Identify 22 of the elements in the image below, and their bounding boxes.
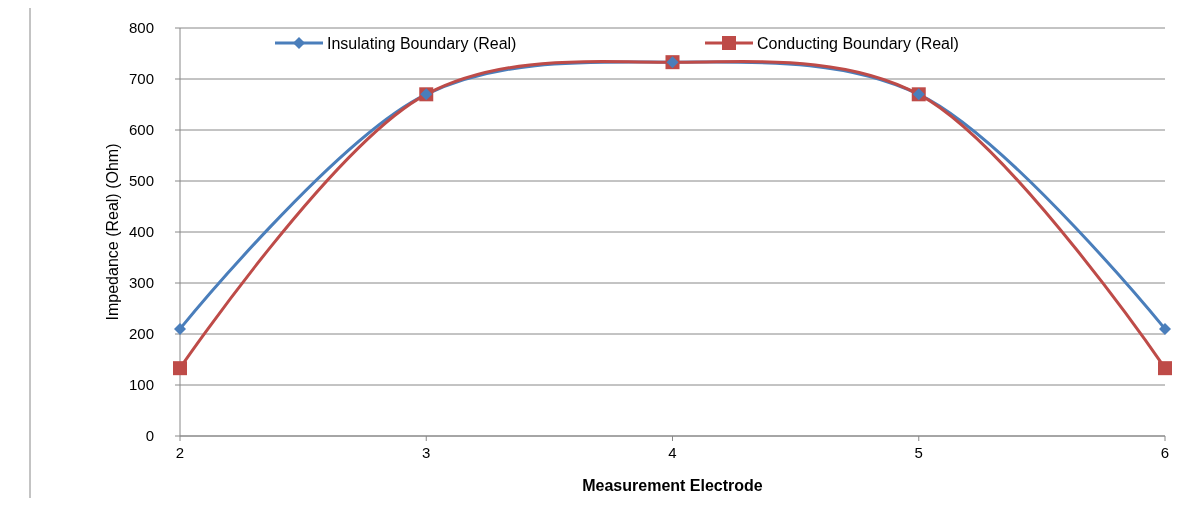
y-tick-label: 600 bbox=[128, 121, 154, 138]
y-tick-label: 800 bbox=[128, 19, 154, 36]
legend-label: Insulating Boundary (Real) bbox=[327, 35, 517, 52]
legend-label: Conducting Boundary (Real) bbox=[757, 35, 959, 52]
x-tick-label: 6 bbox=[1160, 444, 1170, 461]
y-tick-label: 200 bbox=[128, 325, 154, 342]
point bbox=[174, 322, 186, 335]
y-axis-title: Impedance (Real) (Ohm) bbox=[104, 143, 121, 321]
x-axis-title: Measurement Electrode bbox=[582, 477, 763, 494]
y-tick-label: 0 bbox=[145, 427, 154, 444]
x-tick-label: 3 bbox=[422, 444, 431, 461]
y-tick-label: 700 bbox=[128, 70, 154, 87]
point bbox=[1159, 322, 1171, 335]
x-tick-label: 2 bbox=[175, 444, 185, 461]
point bbox=[1158, 361, 1172, 376]
y-tick-label: 100 bbox=[128, 376, 154, 393]
x-tick-label: 5 bbox=[914, 444, 923, 461]
x-tick-label: 4 bbox=[668, 444, 677, 461]
y-tick-label: 300 bbox=[128, 274, 154, 291]
y-tick-label: 500 bbox=[128, 172, 154, 189]
point bbox=[173, 361, 187, 376]
y-tick-label: 400 bbox=[128, 223, 154, 240]
